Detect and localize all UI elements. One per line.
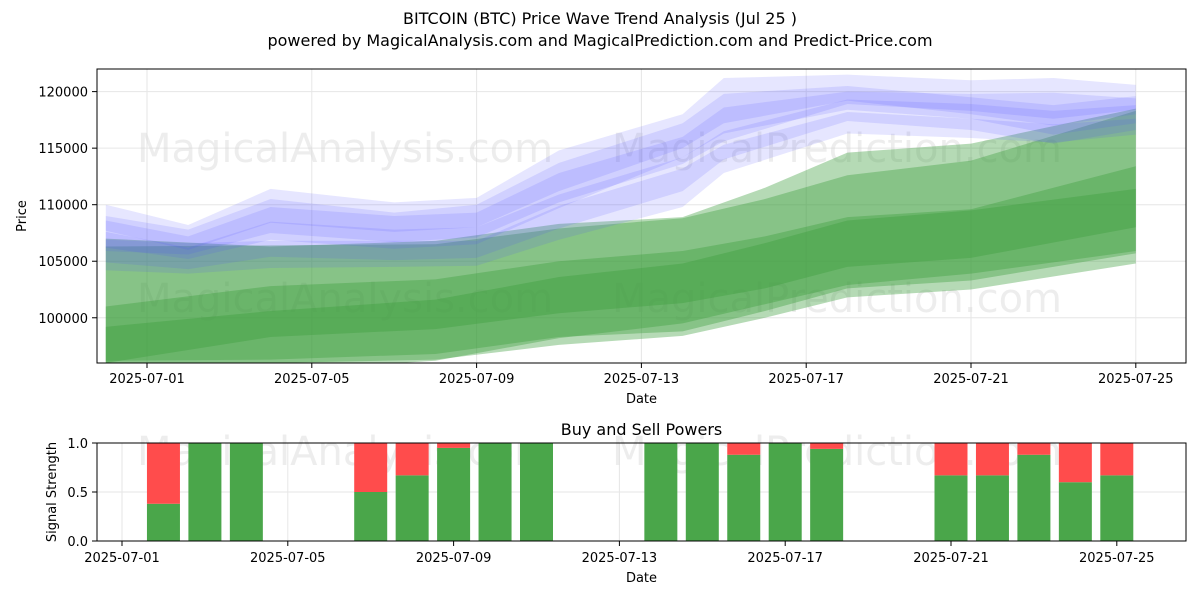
sell-bar xyxy=(1017,443,1051,455)
forecast-band-1 xyxy=(105,166,1136,363)
buy-bar xyxy=(146,503,180,541)
top-y-tick-label-4: 120000 xyxy=(38,86,88,101)
forecast-band-0 xyxy=(105,108,1136,361)
buy-bar xyxy=(1100,475,1134,541)
forecast-band-2 xyxy=(105,110,1136,363)
buy-bar xyxy=(437,447,471,541)
top-y-tick-label-2: 110000 xyxy=(38,199,88,214)
bottom-x-tick-label-3: 2025-07-13 xyxy=(582,551,658,566)
sell-bar xyxy=(934,443,968,476)
sell-bar xyxy=(1100,443,1134,476)
sell-bar xyxy=(810,443,844,449)
bottom-y-tick-label-1: 0.5 xyxy=(67,486,88,501)
buy-bar xyxy=(354,492,388,541)
bottom-x-axis-label: Date xyxy=(626,571,657,586)
buy-bar xyxy=(810,448,844,541)
top-x-tick-label-0: 2025-07-01 xyxy=(109,372,185,387)
buy-bar xyxy=(975,475,1009,541)
bottom-y-axis-label: Signal Strength xyxy=(45,442,60,542)
buy-bar xyxy=(644,443,678,541)
bottom-y-tick-label-0: 0.0 xyxy=(67,535,88,550)
buy-bar xyxy=(520,443,553,541)
top-x-tick-label-6: 2025-07-25 xyxy=(1098,372,1174,387)
bottom-y-tick-label-2: 1.0 xyxy=(67,437,88,452)
buy-bar xyxy=(768,443,802,541)
top-x-tick-label-1: 2025-07-05 xyxy=(274,372,350,387)
price-wave-band-4 xyxy=(105,111,1136,274)
top-x-tick-label-3: 2025-07-13 xyxy=(604,372,680,387)
bottom-x-tick-label-5: 2025-07-21 xyxy=(913,551,989,566)
watermark-text: MagicalAnalysis.com xyxy=(137,126,553,172)
bottom-x-tick-label-2: 2025-07-09 xyxy=(416,551,492,566)
buy-bar xyxy=(478,443,512,541)
buy-bar xyxy=(395,475,429,541)
chart-subtitle: powered by MagicalAnalysis.com and Magic… xyxy=(267,31,933,50)
price-wave-band-0 xyxy=(105,85,1136,259)
top-y-tick-label-3: 115000 xyxy=(38,142,88,157)
sell-bar xyxy=(354,443,388,492)
chart-title: BITCOIN (BTC) Price Wave Trend Analysis … xyxy=(403,9,797,28)
sell-bar xyxy=(975,443,1009,476)
watermark-text: MagicalAnalysis.com xyxy=(137,276,553,322)
price-wave-band-2 xyxy=(105,74,1136,250)
sell-bar xyxy=(727,443,761,455)
price-wave-band-1 xyxy=(105,91,1136,255)
price-wave-band-3 xyxy=(105,99,1136,270)
sell-bar xyxy=(146,443,180,504)
bottom-chart-title: Buy and Sell Powers xyxy=(561,420,723,439)
buy-bar xyxy=(1058,482,1092,541)
bottom-x-tick-label-1: 2025-07-05 xyxy=(250,551,326,566)
top-x-axis-label: Date xyxy=(626,392,657,407)
top-x-tick-label-4: 2025-07-17 xyxy=(768,372,844,387)
buy-bar xyxy=(1017,454,1051,541)
buy-bar xyxy=(727,454,761,541)
bottom-x-tick-label-6: 2025-07-25 xyxy=(1079,551,1155,566)
watermark-text: MagicalPrediction.com xyxy=(612,126,1062,172)
bottom-x-tick-label-4: 2025-07-17 xyxy=(747,551,823,566)
sell-bar xyxy=(437,443,471,448)
buy-bar xyxy=(188,443,222,541)
sell-bar xyxy=(1058,443,1092,483)
top-y-axis-label: Price xyxy=(15,200,30,232)
forecast-band-3 xyxy=(105,188,1136,363)
bottom-x-tick-label-0: 2025-07-01 xyxy=(84,551,160,566)
top-x-tick-label-5: 2025-07-21 xyxy=(933,372,1009,387)
watermark-text: MagicalPrediction.com xyxy=(612,276,1062,322)
top-plot-area xyxy=(105,74,1136,363)
buy-bar xyxy=(229,443,263,541)
top-y-tick-label-0: 100000 xyxy=(38,312,88,327)
buy-bar xyxy=(685,443,719,541)
sell-bar xyxy=(395,443,429,476)
top-x-tick-label-2: 2025-07-09 xyxy=(439,372,515,387)
buy-bar xyxy=(934,475,968,541)
top-y-tick-label-1: 105000 xyxy=(38,255,88,270)
